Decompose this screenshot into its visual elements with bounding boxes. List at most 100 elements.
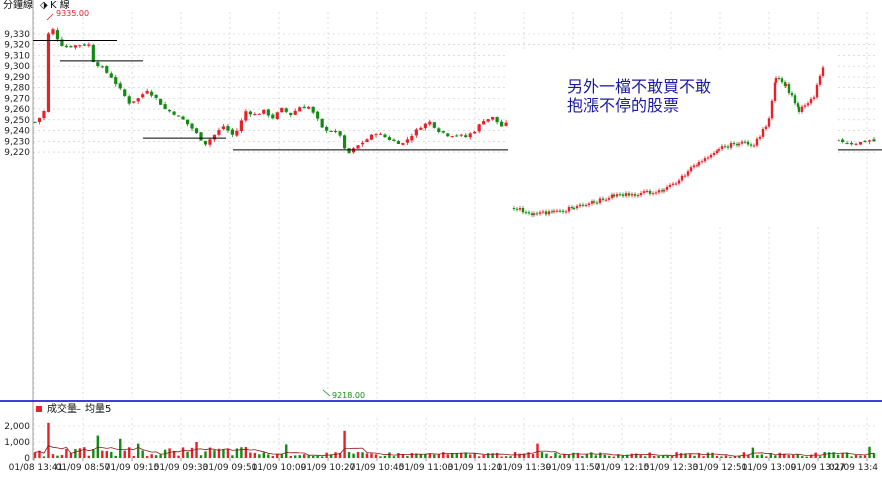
- candle-body-up: [450, 136, 454, 138]
- volume-bar-down: [141, 450, 144, 458]
- volume-bar-down: [756, 455, 759, 458]
- volume-bar-down: [693, 455, 696, 458]
- volume-bar-up: [181, 447, 185, 458]
- candle-body-up: [239, 120, 243, 131]
- inset-candle-body: [558, 210, 562, 212]
- candle-body-up: [486, 119, 490, 122]
- inset-candle-body: [633, 194, 637, 196]
- inset-candle-body: [797, 106, 801, 112]
- volume-bar-up: [563, 453, 566, 458]
- inset-candle-body: [518, 208, 522, 210]
- candle-body-down: [446, 133, 450, 137]
- candle-body-down: [836, 139, 840, 141]
- volume-bar-down: [433, 454, 436, 458]
- candle-body-up: [365, 139, 369, 142]
- inset-candle-body: [552, 210, 556, 212]
- volume-bar-up: [302, 454, 306, 458]
- volume-bar-down: [159, 454, 162, 458]
- volume-bar-down: [267, 454, 270, 458]
- volume-bar-down: [509, 456, 512, 458]
- candle-body-up: [858, 141, 863, 145]
- volume-bar-down: [572, 452, 575, 458]
- inset-candle-body: [703, 158, 707, 162]
- tab-minute[interactable]: 分鐘線: [3, 0, 33, 11]
- volume-bar-up: [87, 455, 91, 458]
- low-label-leader: [322, 389, 331, 397]
- volume-bar-down: [585, 453, 589, 458]
- inset-candle-body: [709, 155, 713, 158]
- inset-candle-body: [627, 193, 631, 196]
- inset-candle-body: [800, 106, 804, 112]
- volume-bar-down: [872, 453, 876, 458]
- candle-body-down: [194, 128, 199, 134]
- volume-bar-down: [769, 453, 773, 458]
- time-tick-label: 01/09 11:57: [546, 463, 601, 473]
- inset-candle-body: [790, 93, 794, 96]
- candle-body-up: [78, 45, 82, 47]
- inset-candle-body: [674, 183, 678, 185]
- volume-bar-up: [132, 456, 135, 458]
- inset-candle-body: [796, 103, 800, 107]
- volume-bar-down: [738, 455, 741, 458]
- volume-ma-line: [34, 444, 875, 457]
- main-grid: [32, 0, 878, 460]
- inset-candle-body: [697, 161, 701, 166]
- volume-bars: [33, 422, 876, 458]
- candle-body-up: [262, 109, 266, 114]
- volume-bar-down: [42, 456, 46, 458]
- volume-bar-down: [832, 452, 835, 458]
- volume-bar-up: [410, 452, 414, 458]
- candle-body-down: [91, 44, 95, 62]
- candle-body-down: [302, 106, 306, 109]
- volume-bar-down: [240, 447, 243, 458]
- time-tick-label: 01/09 11:03: [399, 463, 454, 473]
- candle-body-up: [378, 133, 383, 135]
- inset-candle-body: [524, 212, 528, 214]
- inset-candle-body: [590, 201, 594, 204]
- inset-candle-body: [815, 84, 819, 98]
- volume-bar-down: [711, 452, 714, 458]
- candle-body-up: [473, 131, 477, 134]
- inset-candle-body: [538, 212, 542, 214]
- volume-bar-up: [442, 452, 445, 458]
- inset-candle-body: [715, 150, 719, 154]
- volume-bar-up: [576, 453, 580, 458]
- volume-bar-down: [661, 455, 665, 458]
- inset-candle-body: [547, 211, 551, 215]
- candle-body-down: [154, 94, 158, 98]
- candle-body-up: [212, 134, 217, 140]
- inset-candle-body: [654, 192, 658, 194]
- inset-candle-body: [581, 204, 585, 206]
- time-tick-label: 01/09 12:15: [595, 463, 650, 473]
- candle-body-down: [266, 109, 270, 116]
- tab-kline[interactable]: K 線: [50, 0, 70, 11]
- candle-body-up: [468, 133, 472, 138]
- candle-body-down: [230, 129, 235, 135]
- volume-bar-up: [397, 453, 400, 458]
- candle-body-up: [257, 113, 261, 115]
- price-tick-label: 9,240: [4, 127, 30, 137]
- volume-bar-down: [347, 452, 351, 458]
- inset-candle-body: [773, 82, 777, 101]
- inset-candle-body: [570, 207, 574, 209]
- inset-candle-body: [680, 175, 684, 181]
- volume-bar-down: [92, 448, 95, 458]
- inset-candle-body: [818, 75, 822, 85]
- time-tick-label: 01/09 09:33: [154, 463, 209, 473]
- candle-body-down: [347, 148, 351, 153]
- volume-bar-up: [226, 448, 230, 458]
- inset-candle-body: [749, 144, 753, 146]
- volume-bar-down: [643, 456, 647, 458]
- candle-body-up: [141, 94, 145, 98]
- candle-body-up: [360, 142, 365, 145]
- inset-candle-body: [821, 67, 825, 76]
- candle-body-down: [396, 141, 401, 144]
- volume-bar-up: [51, 454, 55, 458]
- kline-icon[interactable]: ⬗: [40, 0, 48, 11]
- candle-body-down: [872, 139, 876, 142]
- inset-candle-body: [530, 213, 534, 216]
- inset-candle-body: [662, 189, 666, 192]
- inset-candle-body: [692, 165, 696, 168]
- volume-bar-up: [473, 452, 476, 458]
- volume-bar-down: [316, 455, 319, 458]
